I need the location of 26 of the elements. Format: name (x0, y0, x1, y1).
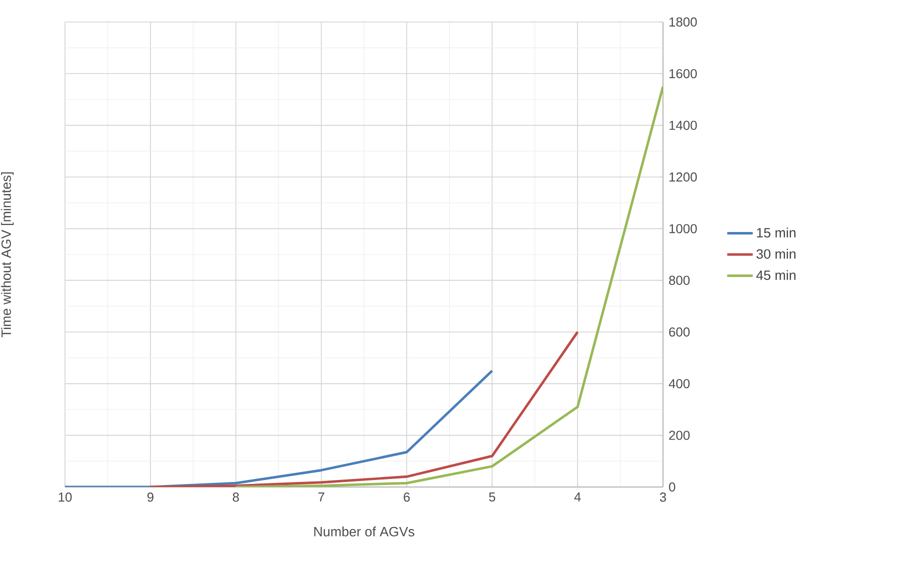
y-tick-label: 800 (669, 276, 690, 285)
y-tick-label: 400 (668, 379, 690, 388)
x-tick-label: 9 (147, 492, 154, 502)
legend-label: 45 min (756, 270, 796, 280)
y-tick-label: 0 (669, 482, 676, 492)
y-tick-label: 1200 (670, 172, 697, 182)
x-tick-label: 6 (404, 492, 410, 502)
line-series (64, 370, 494, 487)
x-tick-label: 7 (318, 492, 324, 502)
y-tick-label: 1800 (670, 17, 697, 27)
x-axis-title: Number of AGVs (314, 526, 414, 536)
y-tick-label: 1000 (670, 224, 697, 234)
y-tick-label: 200 (669, 430, 690, 440)
y-axis-title: Time without AGV [minutes] (1, 172, 14, 338)
x-tick-label: 5 (489, 492, 496, 502)
x-tick-label: 10 (58, 492, 72, 502)
legend-label: 15 min (757, 228, 796, 238)
y-tick-label: 600 (669, 327, 690, 337)
y-tick-label: 1400 (670, 120, 697, 130)
x-tick-label: 3 (660, 492, 666, 502)
x-tick-label: 4 (574, 492, 581, 502)
line-series (149, 330, 579, 487)
x-tick-label: 8 (232, 492, 239, 502)
legend-label: 30 min (756, 248, 796, 259)
line-series (234, 85, 663, 487)
y-tick-label: 1600 (670, 69, 697, 78)
